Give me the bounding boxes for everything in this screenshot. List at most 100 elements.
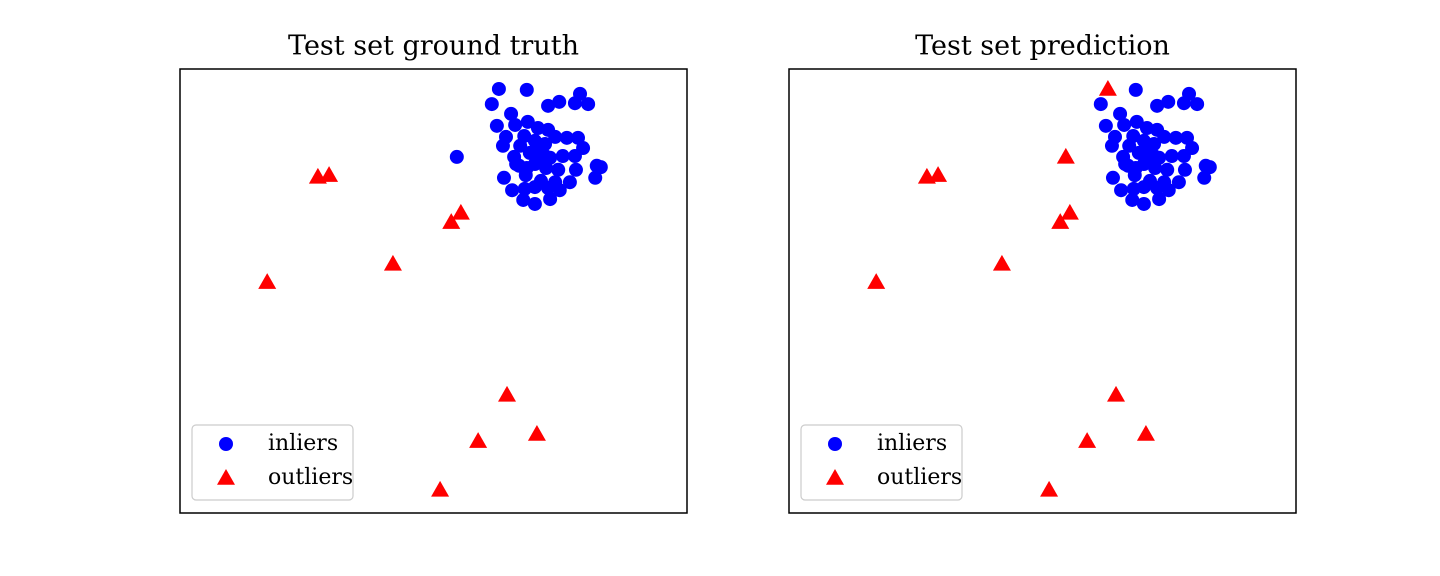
plot-frame [179, 68, 688, 514]
data-point [1157, 129, 1172, 144]
data-point [1152, 192, 1167, 207]
data-point [1040, 480, 1059, 497]
data-point [320, 166, 339, 182]
legend-label: outliers [877, 465, 962, 490]
data-point [588, 170, 603, 185]
data-point [1117, 117, 1132, 132]
data-point [1164, 149, 1179, 164]
data-point [1122, 138, 1137, 153]
data-point [567, 149, 582, 164]
data-point [431, 480, 450, 497]
data-point [1098, 79, 1117, 96]
legend-label: inliers [268, 431, 338, 456]
data-point [513, 138, 528, 153]
data-point [1098, 118, 1113, 133]
data-point [548, 129, 563, 144]
legend-marker [828, 437, 842, 451]
data-point [1107, 385, 1126, 402]
data-point [484, 97, 499, 112]
data-point [567, 96, 582, 111]
data-point [1105, 170, 1120, 185]
data-point [541, 180, 556, 195]
data-point [520, 114, 535, 129]
data-point [1128, 161, 1143, 176]
data-point [508, 117, 523, 132]
data-point [491, 81, 506, 96]
data-point [929, 166, 948, 182]
data-point [559, 130, 574, 145]
data-point [527, 180, 542, 195]
data-point [1176, 149, 1191, 164]
data-point [1114, 183, 1129, 198]
data-point [1190, 97, 1205, 112]
data-point [449, 149, 464, 164]
legend-marker [217, 469, 235, 485]
data-point [519, 161, 534, 176]
legend-label: inliers [877, 431, 947, 456]
data-point [527, 424, 546, 441]
data-point [541, 98, 556, 113]
data-point [562, 175, 577, 190]
data-point [552, 183, 567, 198]
data-point [1093, 97, 1108, 112]
data-point [509, 157, 524, 172]
data-point [1113, 106, 1128, 121]
data-point [552, 94, 567, 109]
data-point [1150, 98, 1165, 113]
data-point [489, 118, 504, 133]
legend-marker [826, 469, 844, 485]
data-point [555, 149, 570, 164]
data-point [504, 106, 519, 121]
data-point [992, 254, 1011, 271]
data-point [258, 273, 277, 289]
data-point [1104, 138, 1119, 153]
data-point [1125, 192, 1140, 207]
data-point [1161, 94, 1176, 109]
data-point [867, 273, 886, 289]
data-point [568, 162, 583, 177]
data-point [1150, 180, 1165, 195]
data-point [442, 213, 461, 229]
data-point [495, 138, 510, 153]
data-point [1202, 160, 1217, 175]
data-point [1060, 203, 1079, 220]
data-point [1171, 175, 1186, 190]
data-point [1136, 424, 1155, 441]
legend-label: outliers [268, 465, 353, 490]
data-point [551, 162, 566, 177]
data-point [451, 203, 470, 220]
data-point [1128, 82, 1143, 97]
data-point [383, 254, 402, 271]
data-point [1139, 153, 1154, 168]
data-point [527, 196, 542, 211]
data-point [1118, 157, 1133, 172]
data-point [1161, 183, 1176, 198]
data-point [1056, 147, 1075, 164]
data-point [1177, 162, 1192, 177]
data-point [1168, 130, 1183, 145]
data-point [505, 183, 520, 198]
data-point [498, 385, 517, 402]
data-point [1176, 96, 1191, 111]
plot-frame [788, 68, 1297, 514]
data-point [530, 153, 545, 168]
data-point [1160, 162, 1175, 177]
data-point [1197, 170, 1212, 185]
data-point [469, 432, 488, 448]
data-point [516, 192, 531, 207]
data-point [496, 170, 511, 185]
data-point [1136, 196, 1151, 211]
data-point [1051, 213, 1070, 229]
data-point [543, 192, 558, 207]
legend-marker [219, 437, 233, 451]
data-point [1136, 180, 1151, 195]
data-point [581, 97, 596, 112]
data-point [519, 82, 534, 97]
chart-title: Test set prediction [915, 31, 1170, 62]
data-point [593, 160, 608, 175]
data-point [1078, 432, 1097, 448]
chart-title: Test set ground truth [288, 31, 579, 62]
data-point [1129, 114, 1144, 129]
